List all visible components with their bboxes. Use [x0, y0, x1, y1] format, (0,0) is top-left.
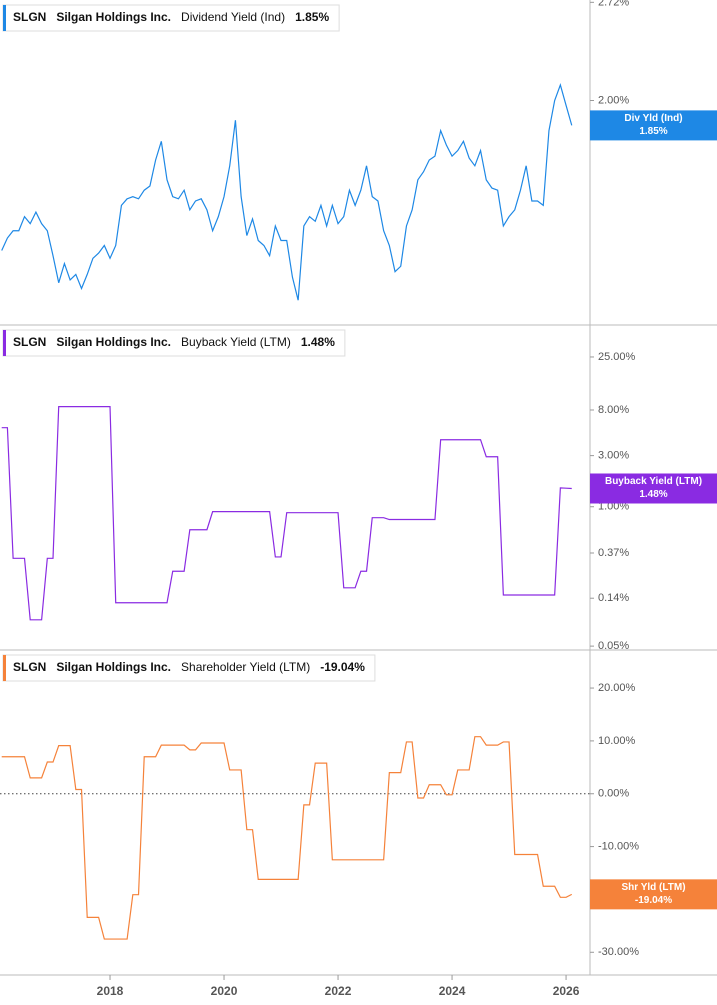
- badge-value: -19.04%: [635, 895, 672, 906]
- legend: SLGN Silgan Holdings Inc. Shareholder Yiel…: [2, 654, 376, 682]
- y-tick-label: 1.00%: [598, 501, 629, 513]
- x-tick-label: 2022: [325, 984, 352, 998]
- y-tick-label: 2.00%: [598, 94, 629, 106]
- badge-label: Div Yld (Ind): [624, 113, 682, 124]
- legend-box: [2, 4, 340, 32]
- y-tick-label: 0.05%: [598, 640, 629, 652]
- badge-label: Shr Yld (LTM): [621, 882, 685, 893]
- y-tick-label: -30.00%: [598, 946, 639, 958]
- y-tick-label: 0.14%: [598, 592, 629, 604]
- badge-label: Buyback Yield (LTM): [605, 476, 702, 487]
- legend-title: Shareholder Yield (LTM): [181, 660, 310, 674]
- legend-title: Dividend Yield (Ind): [181, 10, 285, 24]
- badge-value: 1.48%: [639, 489, 667, 500]
- legend-value: 1.85%: [295, 10, 329, 24]
- y-tick-label: 0.00%: [598, 788, 629, 800]
- legend-value: -19.04%: [320, 660, 365, 674]
- legend-ticker: SLGN: [13, 335, 46, 349]
- data-line: [1, 82, 573, 301]
- legend: SLGN Silgan Holdings Inc. Buyback Yield (L…: [2, 329, 346, 357]
- legend-company: Silgan Holdings Inc.: [56, 335, 171, 349]
- legend-swatch: [3, 330, 6, 356]
- legend-box: [2, 329, 346, 357]
- y-tick-label: 10.00%: [598, 735, 636, 747]
- y-tick-label: 3.00%: [598, 450, 629, 462]
- legend-swatch: [3, 5, 6, 31]
- y-tick-label: 8.00%: [598, 404, 629, 416]
- legend-company: Silgan Holdings Inc.: [56, 660, 171, 674]
- legend-company: Silgan Holdings Inc.: [56, 10, 171, 24]
- y-tick-label: 0.37%: [598, 547, 629, 559]
- data-line: [1, 736, 573, 940]
- legend-title: Buyback Yield (LTM): [181, 335, 291, 349]
- x-tick-label: 2020: [211, 984, 238, 998]
- y-tick-label: -10.00%: [598, 840, 639, 852]
- legend-ticker: SLGN: [13, 10, 46, 24]
- y-tick-label: 2.72%: [598, 0, 629, 8]
- x-tick-label: 2026: [553, 984, 580, 998]
- legend-box: [2, 654, 376, 682]
- legend-ticker: SLGN: [13, 660, 46, 674]
- x-tick-label: 2024: [439, 984, 466, 998]
- legend: SLGN Silgan Holdings Inc. Dividend Yield (…: [2, 4, 340, 32]
- x-tick-label: 2018: [97, 984, 124, 998]
- badge: [590, 110, 717, 141]
- legend-swatch: [3, 655, 6, 681]
- badge: [590, 473, 717, 504]
- y-tick-label: 20.00%: [598, 682, 636, 694]
- badge-value: 1.85%: [639, 126, 667, 137]
- badge: [590, 879, 717, 910]
- y-tick-label: 25.00%: [598, 351, 636, 363]
- legend-value: 1.48%: [301, 335, 335, 349]
- data-line: [1, 406, 572, 621]
